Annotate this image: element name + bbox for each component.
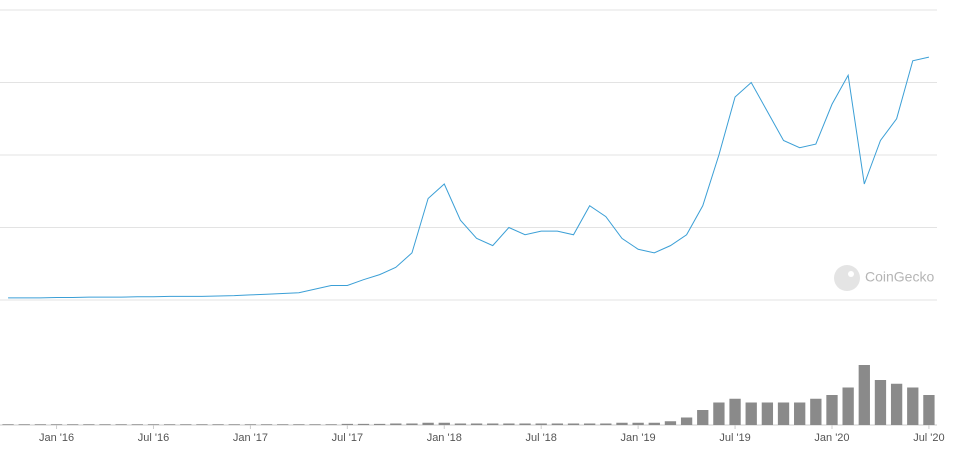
volume-bar	[745, 402, 757, 425]
volume-bar	[890, 383, 903, 425]
volume-bar	[761, 402, 774, 425]
volume-bar	[858, 365, 870, 425]
volume-bar	[422, 422, 434, 425]
volume-bar	[664, 421, 677, 425]
volume-bar	[357, 423, 370, 425]
watermark-logo-eye	[848, 271, 854, 277]
volume-bar	[600, 423, 612, 425]
price-line	[8, 56, 930, 299]
volume-bar	[147, 424, 160, 425]
volume-bar	[551, 423, 564, 425]
volume-bar	[632, 422, 644, 425]
volume-bar	[34, 424, 47, 425]
volume-bar	[519, 423, 531, 425]
volume-bar	[196, 424, 208, 425]
volume-bar	[2, 424, 14, 425]
volume-bar	[293, 424, 305, 425]
volume-bar	[729, 398, 741, 425]
volume-bar	[680, 417, 693, 425]
watermark-logo	[834, 265, 860, 291]
x-tick-label: Jul '19	[719, 432, 750, 444]
volume-bar	[454, 423, 467, 425]
watermark-text: CoinGecko	[865, 269, 934, 285]
volume-bar	[99, 424, 111, 425]
volume-bar	[567, 423, 580, 425]
volume-bar	[874, 380, 887, 425]
volume-bar	[373, 423, 386, 425]
x-tick-label: Jul '17	[332, 432, 363, 444]
volume-bar	[390, 423, 402, 425]
volume-bar	[277, 424, 289, 425]
volume-bar	[163, 424, 176, 425]
volume-bar	[470, 423, 483, 425]
x-tick-label: Jul '18	[525, 432, 556, 444]
volume-bar	[584, 423, 596, 425]
volume-bar	[826, 395, 838, 425]
volume-bar	[309, 424, 321, 425]
volume-bar	[260, 424, 273, 425]
volume-bar	[487, 423, 499, 425]
volume-bar	[923, 395, 935, 425]
volume-bar	[18, 424, 30, 425]
volume-bar	[131, 424, 143, 425]
watermark: CoinGecko	[834, 265, 934, 291]
volume-bar	[67, 424, 79, 425]
volume-bar	[842, 387, 854, 425]
volume-bar	[777, 402, 790, 425]
x-tick-label: Jul '20	[913, 432, 944, 444]
volume-bar	[341, 423, 353, 425]
volume-bar	[115, 424, 127, 425]
volume-bar	[244, 424, 257, 425]
x-tick-label: Jan '16	[39, 432, 74, 444]
x-tick-label: Jul '16	[138, 432, 169, 444]
x-tick-label: Jan '17	[233, 432, 268, 444]
volume-bar	[810, 398, 822, 425]
volume-bar	[616, 422, 628, 425]
volume-bar	[325, 424, 337, 425]
volume-bar	[713, 402, 725, 425]
volume-bar	[212, 424, 224, 425]
x-tick-label: Jan '20	[814, 432, 849, 444]
volume-bar	[406, 423, 418, 425]
volume-bar	[535, 423, 547, 425]
volume-bar	[83, 424, 95, 425]
volume-bar	[697, 410, 709, 425]
volume-bar	[180, 424, 192, 425]
volume-bar	[50, 424, 63, 425]
x-tick-label: Jan '19	[621, 432, 656, 444]
volume-bar	[438, 422, 450, 425]
volume-bar	[648, 422, 660, 425]
volume-bar	[907, 387, 919, 425]
volume-bar	[228, 424, 240, 425]
volume-bar	[503, 423, 515, 425]
x-tick-label: Jan '18	[427, 432, 462, 444]
volume-bar	[794, 402, 806, 425]
